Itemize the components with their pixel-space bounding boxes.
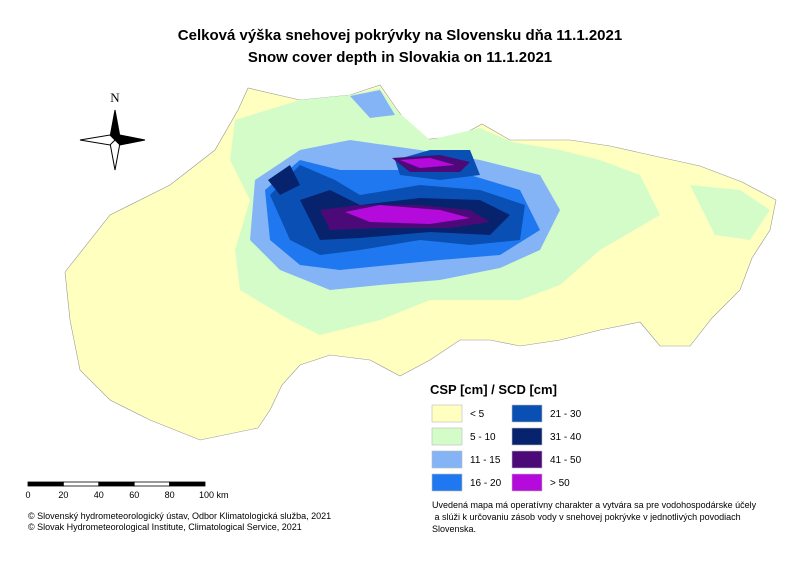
scale-label: 0: [25, 490, 30, 500]
country-map: [64, 84, 777, 441]
note-line: a slúži k určovaniu zásob vody v snehove…: [432, 512, 741, 522]
scale-segment: [169, 481, 206, 487]
legend-swatch: [431, 473, 463, 492]
scale-label: 20: [58, 490, 68, 500]
snow-area: [400, 158, 455, 168]
legend-swatch: [511, 473, 543, 492]
scale-label: 40: [94, 490, 104, 500]
legend-label: 5 - 10: [470, 432, 496, 443]
legend-label: > 50: [550, 478, 570, 489]
scale-segment: [98, 481, 135, 487]
north-label: N: [110, 90, 120, 105]
legend-label: 31 - 40: [550, 432, 582, 443]
legend-title: CSP [cm] / SCD [cm]: [430, 382, 557, 397]
title-sk: Celková výška snehovej pokrývky na Slove…: [178, 27, 622, 44]
legend-swatch: [511, 427, 543, 446]
legend-swatch: [431, 427, 463, 446]
scale-segment: [63, 481, 100, 487]
scale-label: 100 km: [199, 490, 229, 500]
north-arrow: [79, 109, 146, 171]
snow-area: [690, 185, 770, 240]
legend-label: 21 - 30: [550, 409, 582, 420]
legend-swatch: [431, 450, 463, 469]
legend-swatch: [511, 404, 543, 423]
credit-line: © Slovak Hydrometeorological Institute, …: [28, 522, 302, 532]
title-en: Snow cover depth in Slovakia on 11.1.202…: [248, 49, 552, 66]
scale-label: 80: [165, 490, 175, 500]
legend-swatch: [431, 404, 463, 423]
note-line: Uvedená mapa má operatívny charakter a v…: [432, 500, 757, 510]
legend-label: 41 - 50: [550, 455, 582, 466]
snow-area: [268, 165, 300, 195]
scale-label: 60: [129, 490, 139, 500]
note: Uvedená mapa má operatívny charakter a v…: [432, 500, 757, 534]
scale-segment: [133, 481, 170, 487]
legend-label: 16 - 20: [470, 478, 502, 489]
note-line: Slovenska.: [432, 524, 476, 534]
scale-bar: 0 20 40 60 80 100 km: [25, 481, 229, 500]
snow-area: [350, 90, 395, 118]
snow-area: [345, 205, 470, 224]
credits: © Slovenský hydrometeorologický ústav, O…: [28, 511, 331, 532]
legend-label: 11 - 15: [470, 455, 501, 466]
credit-line: © Slovenský hydrometeorologický ústav, O…: [28, 511, 331, 521]
legend: < 5 5 - 10 11 - 15 16 - 20 21 - 30 31 - 40 41 …: [431, 404, 582, 492]
legend-swatch: [511, 450, 543, 469]
legend-label: < 5: [470, 409, 485, 420]
scale-segment: [27, 481, 64, 487]
